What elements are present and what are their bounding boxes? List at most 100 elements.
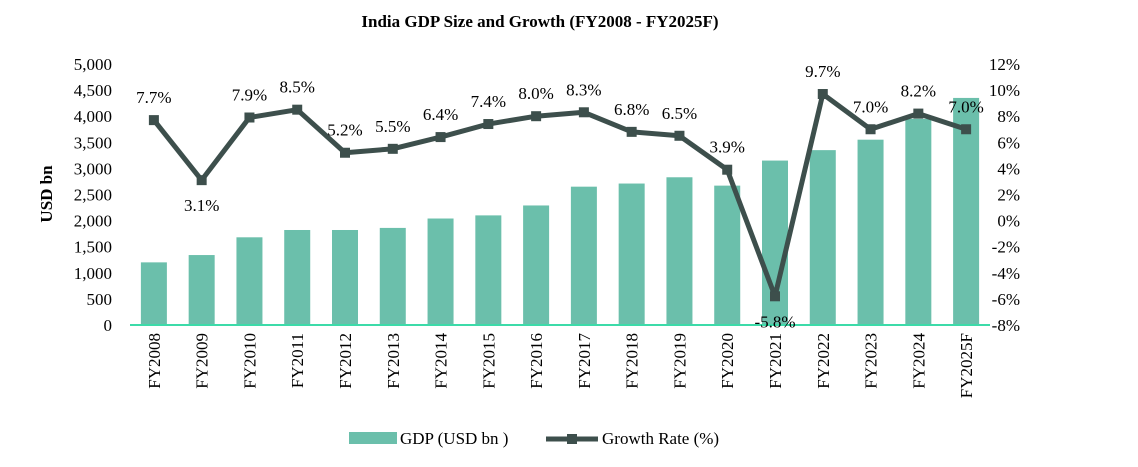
- y-axis-right-ticks: -8% -6% -4% -2% 0% 2% 4% 6% 8% 10% 12%: [989, 55, 1020, 335]
- growth-marker: [961, 124, 972, 135]
- growth-marker: [722, 164, 733, 175]
- gdp-bar: [714, 185, 741, 325]
- growth-marker: [292, 104, 303, 115]
- growth-marker: [865, 124, 876, 135]
- x-tick-label: FY2016: [527, 333, 546, 389]
- growth-data-label: 5.2%: [327, 121, 362, 140]
- x-tick-label: FY2009: [193, 333, 212, 389]
- y-axis-left-label: USD bn: [37, 165, 56, 223]
- y-right-tick-label: 10%: [989, 81, 1020, 100]
- growth-data-label: 8.3%: [566, 80, 601, 99]
- growth-marker: [483, 119, 494, 130]
- y-right-tick-label: 0%: [997, 212, 1020, 231]
- growth-data-label: 7.7%: [136, 88, 171, 107]
- y-right-tick-label: -8%: [992, 316, 1020, 335]
- legend-gdp-label: GDP (USD bn ): [400, 429, 508, 448]
- x-axis-tick-labels: FY2008 FY2009 FY2010 FY2011 FY2012 FY2013 FY20…: [145, 333, 976, 399]
- y-left-tick-label: 1,500: [74, 238, 112, 257]
- chart-title: India GDP Size and Growth (FY2008 - FY20…: [361, 12, 718, 31]
- growth-data-label: -5.8%: [754, 312, 795, 331]
- y-left-tick-label: 1,000: [74, 264, 112, 283]
- growth-data-label: 7.0%: [853, 97, 888, 116]
- growth-data-label: 6.4%: [423, 105, 458, 124]
- growth-data-label: 7.9%: [232, 86, 267, 105]
- y-left-tick-label: 4,000: [74, 107, 112, 126]
- growth-rate-line: [148, 89, 972, 302]
- x-tick-label: FY2021: [766, 333, 785, 389]
- y-axis-left-ticks: 0 500 1,000 1,500 2,000 2,500 3,000 3,500 4,000 4…: [74, 55, 112, 335]
- growth-data-label: 8.5%: [280, 78, 315, 97]
- y-left-tick-label: 3,500: [74, 133, 112, 152]
- y-right-tick-label: -6%: [992, 290, 1020, 309]
- y-left-tick-label: 4,500: [74, 81, 112, 100]
- growth-data-label: 9.7%: [805, 62, 840, 81]
- gdp-bar: [284, 229, 311, 325]
- y-left-tick-label: 500: [87, 290, 113, 309]
- x-tick-label: FY2024: [909, 333, 928, 389]
- growth-marker: [387, 143, 398, 154]
- growth-data-label: 3.9%: [710, 138, 745, 157]
- x-tick-label: FY2017: [575, 333, 594, 389]
- growth-data-label: 8.2%: [901, 82, 936, 101]
- x-tick-label: FY2023: [862, 333, 881, 389]
- y-right-tick-label: -2%: [992, 238, 1020, 257]
- x-tick-label: FY2025F: [957, 333, 976, 398]
- x-tick-label: FY2012: [336, 333, 355, 389]
- legend: GDP (USD bn ) Growth Rate (%): [349, 429, 719, 448]
- x-tick-label: FY2020: [718, 333, 737, 389]
- gdp-bar: [809, 150, 836, 325]
- growth-data-label: 6.5%: [662, 104, 697, 123]
- gdp-bar: [523, 205, 550, 325]
- y-right-tick-label: 12%: [989, 55, 1020, 74]
- y-left-tick-label: 2,500: [74, 186, 112, 205]
- x-tick-label: FY2013: [384, 333, 403, 389]
- y-right-tick-label: 6%: [997, 133, 1020, 152]
- x-tick-label: FY2019: [670, 333, 689, 389]
- legend-growth-marker: [567, 434, 577, 444]
- y-left-tick-label: 5,000: [74, 55, 112, 74]
- growth-marker: [817, 89, 828, 100]
- growth-data-labels: 7.7% 3.1% 7.9% 8.5% 5.2% 5.5% 6.4% 7.4% 8.0% 8.3%…: [136, 62, 984, 331]
- y-right-tick-label: 8%: [997, 107, 1020, 126]
- growth-data-label: 3.1%: [184, 196, 219, 215]
- gdp-bar: [427, 218, 454, 325]
- growth-data-label: 5.5%: [375, 117, 410, 136]
- growth-marker: [148, 115, 159, 126]
- growth-data-label: 6.8%: [614, 100, 649, 119]
- growth-marker: [674, 130, 685, 141]
- x-tick-label: FY2015: [479, 333, 498, 389]
- growth-marker: [435, 132, 446, 143]
- gdp-bar: [666, 177, 693, 325]
- growth-marker: [340, 147, 350, 158]
- gdp-bar: [953, 97, 980, 326]
- gdp-bar: [188, 255, 215, 325]
- gdp-bar: [332, 229, 358, 325]
- y-left-tick-label: 2,000: [74, 212, 112, 231]
- y-left-tick-label: 0: [104, 316, 113, 335]
- y-right-tick-label: -4%: [992, 264, 1020, 283]
- x-tick-label: FY2022: [814, 333, 833, 389]
- gdp-bar: [905, 118, 932, 325]
- x-tick-label: FY2008: [145, 333, 164, 389]
- gdp-bar: [140, 262, 167, 325]
- growth-polyline: [151, 91, 967, 299]
- y-right-tick-label: 4%: [997, 159, 1020, 178]
- growth-marker: [196, 175, 207, 186]
- growth-marker: [244, 112, 255, 123]
- growth-data-label: 7.4%: [471, 92, 506, 111]
- x-tick-label: FY2010: [240, 333, 259, 389]
- gdp-bar: [379, 227, 406, 325]
- legend-growth-label: Growth Rate (%): [602, 429, 719, 448]
- x-tick-label: FY2011: [288, 333, 307, 388]
- gdp-bars: [140, 97, 980, 326]
- gdp-bar: [857, 139, 884, 325]
- x-tick-label: FY2014: [432, 333, 451, 389]
- y-left-tick-label: 3,000: [74, 159, 112, 178]
- y-right-tick-label: 2%: [997, 186, 1020, 205]
- growth-marker: [626, 126, 637, 137]
- gdp-bar: [236, 237, 263, 325]
- gdp-bar: [618, 183, 645, 325]
- growth-data-label: 8.0%: [518, 84, 553, 103]
- growth-marker: [770, 291, 780, 302]
